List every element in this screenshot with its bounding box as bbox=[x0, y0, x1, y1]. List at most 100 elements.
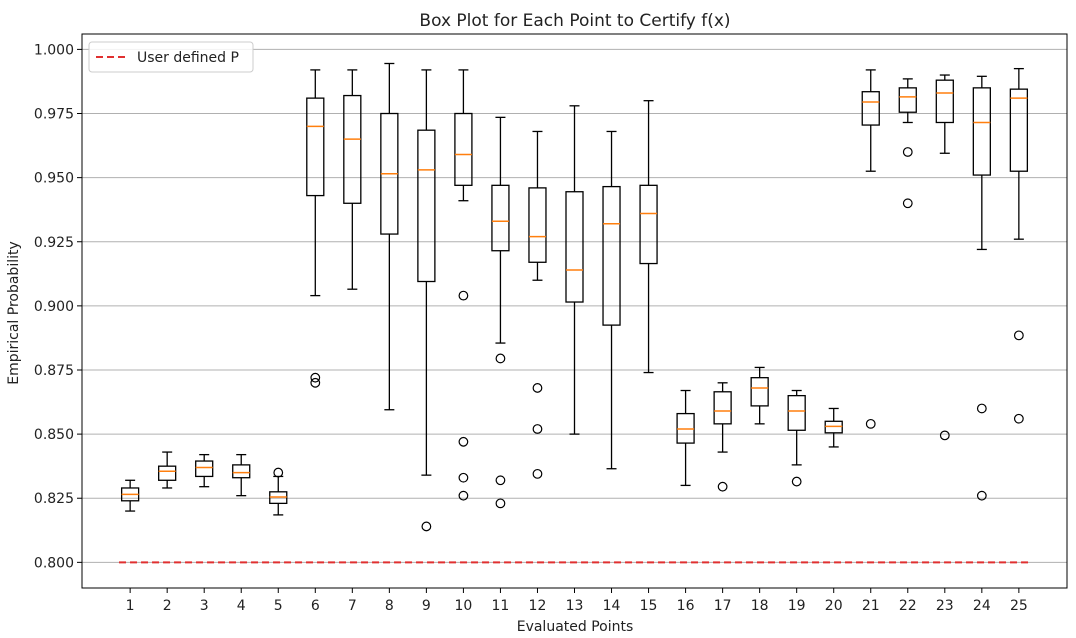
x-tick-label: 6 bbox=[311, 598, 320, 614]
box-point-19 bbox=[787, 389, 806, 487]
outlier-point bbox=[865, 418, 876, 429]
outlier-point bbox=[532, 468, 543, 479]
outlier-point bbox=[902, 147, 913, 157]
box-iqr bbox=[1009, 88, 1029, 172]
outlier-point bbox=[458, 290, 469, 301]
x-tick-label: 14 bbox=[603, 598, 621, 614]
outlier-point bbox=[791, 476, 802, 487]
box-iqr bbox=[232, 464, 251, 479]
x-tick-label: 24 bbox=[973, 598, 991, 614]
outlier-point bbox=[273, 467, 284, 478]
box-point-14 bbox=[602, 130, 621, 470]
x-tick-label: 25 bbox=[1010, 598, 1028, 614]
outlier-point bbox=[458, 436, 469, 447]
box-point-4 bbox=[232, 453, 251, 497]
x-tick-label: 13 bbox=[566, 598, 584, 614]
x-tick-label: 23 bbox=[936, 598, 954, 614]
box-iqr bbox=[713, 391, 732, 425]
x-tick-label: 19 bbox=[788, 598, 806, 614]
box-iqr bbox=[306, 97, 325, 197]
y-tick-label: 1.000 bbox=[34, 42, 74, 58]
x-tick-label: 11 bbox=[492, 598, 510, 614]
plot-frame bbox=[81, 33, 1068, 589]
x-tick-label: 2 bbox=[163, 598, 172, 614]
boxes-layer bbox=[120, 62, 1029, 532]
x-tick-label: 22 bbox=[899, 598, 917, 614]
outlier-point bbox=[939, 430, 950, 441]
outlier-point bbox=[495, 353, 506, 364]
box-point-8 bbox=[380, 62, 399, 411]
outlier-point bbox=[495, 498, 506, 509]
box-iqr bbox=[158, 465, 177, 481]
box-point-3 bbox=[195, 453, 214, 488]
ticks-layer: 0.800 0.825 0.850 0.875 0.900 0.925 0.950 0.975… bbox=[34, 42, 1028, 614]
outlier-point bbox=[310, 372, 321, 383]
box-iqr bbox=[602, 185, 621, 326]
outlier-point bbox=[495, 475, 506, 486]
box-iqr bbox=[343, 94, 362, 204]
box-point-25 bbox=[1009, 67, 1029, 424]
y-axis-label: Empirical Probability bbox=[6, 241, 22, 385]
outlier-point bbox=[902, 198, 913, 209]
outlier-point bbox=[1013, 413, 1024, 424]
legend-label: User defined P bbox=[137, 50, 239, 66]
x-tick-label: 17 bbox=[714, 598, 732, 614]
box-point-17 bbox=[713, 382, 732, 492]
legend: User defined P bbox=[88, 41, 254, 73]
y-tick-label: 0.925 bbox=[34, 235, 74, 251]
x-tick-label: 12 bbox=[529, 598, 547, 614]
outlier-point bbox=[976, 403, 987, 414]
box-iqr bbox=[639, 184, 658, 265]
box-iqr bbox=[528, 187, 547, 263]
x-tick-label: 7 bbox=[348, 598, 357, 614]
x-tick-label: 5 bbox=[274, 598, 283, 614]
outlier-point bbox=[532, 383, 543, 393]
box-point-20 bbox=[824, 407, 843, 448]
x-tick-label: 10 bbox=[454, 598, 472, 614]
box-iqr bbox=[861, 91, 880, 126]
box-point-21 bbox=[861, 69, 880, 429]
box-point-15 bbox=[639, 100, 658, 374]
box-iqr bbox=[750, 377, 769, 407]
box-point-2 bbox=[158, 451, 177, 489]
x-axis-label: Evaluated Points bbox=[517, 619, 634, 635]
box-iqr bbox=[454, 112, 473, 186]
legend-box bbox=[88, 41, 254, 73]
x-tick-label: 16 bbox=[677, 598, 695, 614]
box-point-5 bbox=[269, 467, 288, 516]
outlier-point bbox=[976, 490, 987, 501]
box-point-16 bbox=[676, 389, 695, 487]
box-point-24 bbox=[972, 75, 991, 501]
box-point-6 bbox=[306, 69, 325, 388]
outlier-point bbox=[310, 377, 321, 388]
x-tick-label: 18 bbox=[751, 598, 769, 614]
y-tick-label: 0.875 bbox=[34, 363, 74, 379]
x-tick-label: 9 bbox=[422, 598, 431, 614]
outlier-point bbox=[458, 490, 469, 501]
x-tick-label: 3 bbox=[200, 598, 209, 614]
y-tick-label: 0.975 bbox=[34, 107, 74, 123]
outlier-point bbox=[1013, 330, 1024, 341]
box-point-23 bbox=[935, 74, 954, 441]
x-tick-label: 20 bbox=[825, 598, 843, 614]
x-tick-label: 21 bbox=[862, 598, 880, 614]
x-tick-label: 15 bbox=[640, 598, 658, 614]
x-tick-label: 1 bbox=[126, 598, 135, 614]
x-tick-label: 4 bbox=[237, 598, 246, 614]
outlier-point bbox=[421, 521, 432, 532]
box-iqr bbox=[417, 129, 436, 283]
box-point-10 bbox=[454, 69, 473, 501]
x-tick-label: 8 bbox=[385, 598, 394, 614]
box-point-9 bbox=[417, 69, 436, 532]
y-tick-label: 0.850 bbox=[34, 427, 74, 443]
box-iqr bbox=[565, 191, 584, 303]
box-iqr bbox=[972, 87, 991, 176]
chart-title: Box Plot for Each Point to Certify f(x) bbox=[419, 11, 730, 31]
y-tick-label: 0.825 bbox=[34, 491, 74, 507]
box-iqr bbox=[787, 394, 806, 431]
box-point-7 bbox=[343, 69, 362, 290]
box-iqr bbox=[491, 184, 510, 252]
box-point-12 bbox=[528, 130, 547, 479]
outlier-point bbox=[532, 424, 543, 434]
